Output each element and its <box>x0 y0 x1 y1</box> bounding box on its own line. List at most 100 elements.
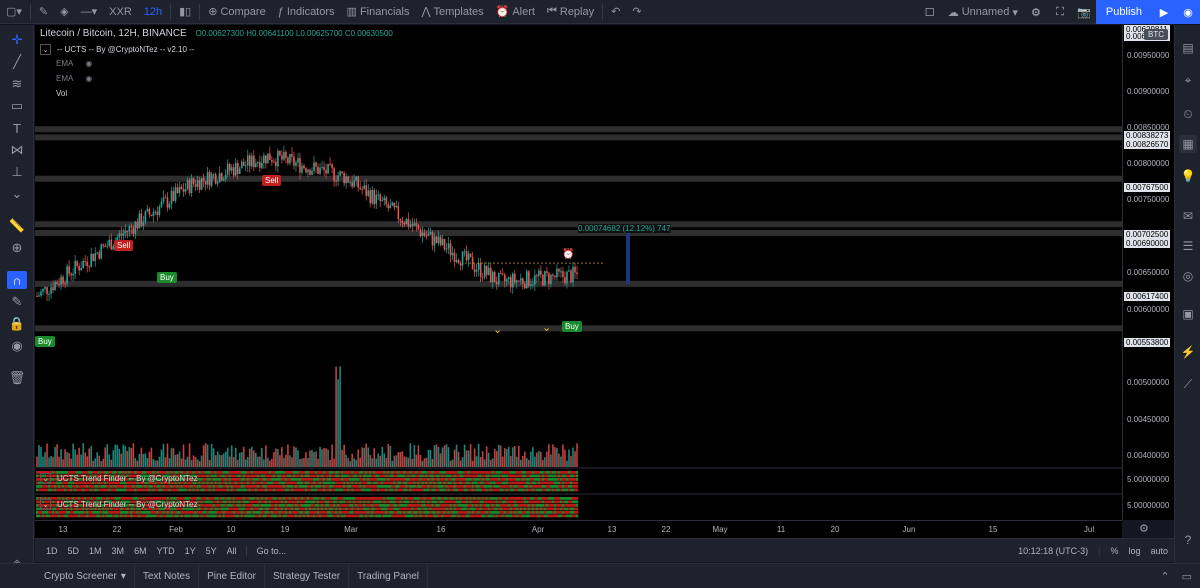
camera-icon[interactable]: 📷 <box>1077 6 1091 19</box>
percent-toggle[interactable]: % <box>1110 546 1119 556</box>
hotlist-icon[interactable]: ⚡ <box>1180 345 1196 359</box>
range-5y[interactable]: 5Y <box>205 545 217 556</box>
currency-badge[interactable]: BTC <box>1144 29 1168 40</box>
indicators-button[interactable]: ƒ Indicators <box>277 5 335 18</box>
trend-cell <box>58 471 61 474</box>
undo-icon[interactable]: ↶ <box>611 6 621 18</box>
text-icon[interactable]: T <box>13 120 21 136</box>
trend-cell <box>343 488 346 492</box>
fib-icon[interactable]: ≋ <box>11 76 23 91</box>
pencil-icon[interactable]: ✎ <box>38 6 49 18</box>
chat-icon[interactable]: ✉ <box>1182 209 1194 223</box>
maximize-icon[interactable]: ▭ <box>1181 571 1192 583</box>
range-5d[interactable]: 5D <box>67 545 80 556</box>
range-1y[interactable]: 1Y <box>184 545 196 556</box>
trend-cell <box>148 481 151 485</box>
chart-pane[interactable] <box>35 25 1122 520</box>
prediction-icon[interactable]: ⊥ <box>11 164 23 179</box>
publish-button[interactable]: Publish <box>1095 0 1152 24</box>
range-all[interactable]: All <box>226 545 237 556</box>
trash-icon[interactable]: 🗑 <box>8 370 26 385</box>
rectangle-icon[interactable]: ▭ <box>10 98 24 113</box>
broadcast-icon[interactable]: ◉ <box>1176 0 1200 24</box>
price-axis[interactable]: 0.00629811 0.00630500 BTC 0.00950000 0.0… <box>1122 25 1174 520</box>
interval-select[interactable]: 12h <box>143 5 163 18</box>
trendline-icon[interactable]: ╱ <box>13 54 21 69</box>
expand-icon[interactable]: ⛶ <box>1056 5 1064 18</box>
redo-icon[interactable]: ↷ <box>632 6 642 18</box>
trend-cell <box>294 511 298 514</box>
alert-button[interactable]: ⏰ Alert <box>495 5 535 19</box>
chevron-down-icon[interactable]: ⌄ <box>40 499 51 510</box>
clock[interactable]: 10:12:18 (UTC-3) <box>1018 546 1089 556</box>
trend-icon[interactable]: ⟋ <box>1183 376 1193 391</box>
chevron-down-icon[interactable]: ⌄ <box>11 186 23 201</box>
log-toggle[interactable]: log <box>1128 546 1141 556</box>
streams-icon[interactable]: ◎ <box>1182 269 1194 283</box>
pane1-legend[interactable]: ⌄ UCTS Trend Finder -- By @CryptoNTez <box>40 473 198 484</box>
ideas-icon[interactable]: 💡 <box>1180 169 1196 183</box>
auto-toggle[interactable]: auto <box>1150 546 1168 556</box>
symbol-partial[interactable]: XXR <box>109 5 132 18</box>
pattern-icon[interactable]: ⋈ <box>10 142 24 157</box>
candle-body <box>222 179 225 181</box>
ruler-icon[interactable]: 📏 <box>8 218 26 233</box>
trend-cell <box>188 488 191 492</box>
indicator-main[interactable]: ⌄ -- UCTS -- By @CryptoNTez -- v2.10 -- <box>40 44 194 55</box>
trend-cell <box>517 481 520 485</box>
collapse-icon[interactable]: ⌃ <box>1160 571 1170 583</box>
zoom-in-icon[interactable]: ⊕ <box>11 240 23 255</box>
layout-icon[interactable]: ▢▾ <box>6 6 22 18</box>
range-ytd[interactable]: YTD <box>156 545 175 556</box>
crosshair-icon[interactable]: ✛ <box>11 32 23 47</box>
gear-icon[interactable]: ⚙ <box>1030 6 1041 19</box>
trend-cell <box>108 497 111 500</box>
eye-icon[interactable]: ◉ <box>85 74 93 83</box>
eye-icon[interactable]: ◉ <box>85 59 93 68</box>
paint-bucket-icon[interactable]: ◈ <box>60 6 69 18</box>
financials-button[interactable]: ▥ Financials <box>346 5 410 19</box>
templates-button[interactable]: ⋀ Templates <box>421 5 484 19</box>
vol-row[interactable]: Vol <box>56 89 68 98</box>
watchlist-icon[interactable]: ▤ <box>1182 41 1194 55</box>
trend-cell <box>527 488 531 492</box>
chevron-down-icon[interactable]: ⌄ <box>40 44 51 55</box>
lock-drawing-icon[interactable]: ✎ <box>11 294 23 309</box>
pane2-legend[interactable]: ⌄ UCTS Trend Finder -- By @CryptoNTez <box>40 499 198 510</box>
calendar-icon[interactable]: ▦ <box>1179 135 1197 153</box>
trend-cell <box>461 474 464 478</box>
time-axis[interactable]: 13 22 Feb 10 19 Mar 16 Apr 13 22 May 11 … <box>35 520 1122 538</box>
ema1-row[interactable]: EMA ◉ <box>56 59 93 68</box>
line-style-dropdown[interactable]: —▾ <box>80 6 98 18</box>
ema2-row[interactable]: EMA ◉ <box>56 74 93 83</box>
trend-cell <box>401 504 404 507</box>
fullscreen-square-icon[interactable]: ☐ <box>924 6 935 19</box>
tab-crypto-screener[interactable]: Crypto Screener ▾ <box>36 563 135 588</box>
range-1d[interactable]: 1D <box>46 545 58 556</box>
range-6m[interactable]: 6M <box>134 545 147 556</box>
eye-icon[interactable]: ◉ <box>11 338 23 353</box>
compare-button[interactable]: ⊕ Compare <box>208 5 266 19</box>
tab-pine-editor[interactable]: Pine Editor <box>199 563 266 588</box>
alarm-clock-icon[interactable]: ⏰ <box>562 249 575 260</box>
magnet-icon[interactable]: ∩ <box>7 271 27 289</box>
data-window-icon[interactable]: ⏲ <box>1183 106 1193 121</box>
alerts-icon[interactable]: ⌖ <box>1184 72 1192 87</box>
tab-strategy-tester[interactable]: Strategy Tester <box>265 563 350 588</box>
lock-icon[interactable]: 🔒 <box>8 316 26 331</box>
help-icon[interactable]: ? <box>1184 533 1192 547</box>
layout-name-dropdown[interactable]: ☁ Unnamed ▾ <box>947 6 1018 19</box>
play-icon[interactable]: ▶ <box>1152 0 1176 24</box>
tab-trading-panel[interactable]: Trading Panel <box>349 563 428 588</box>
range-1m[interactable]: 1M <box>89 545 102 556</box>
tab-text-notes[interactable]: Text Notes <box>135 563 200 588</box>
gear-icon[interactable]: ⚙ <box>1139 523 1149 535</box>
candle-type-icon[interactable]: ▮▯ <box>179 6 192 18</box>
chevron-down-icon[interactable]: ⌄ <box>40 473 51 484</box>
calendar-event-icon[interactable]: ▣ <box>1182 307 1194 321</box>
messages-icon[interactable]: ☰ <box>1182 239 1194 253</box>
goto-button[interactable]: Go to... <box>245 545 292 556</box>
range-3m[interactable]: 3M <box>111 545 125 556</box>
replay-button[interactable]: ⏮ Replay <box>546 5 595 18</box>
trend-cell <box>475 474 478 478</box>
